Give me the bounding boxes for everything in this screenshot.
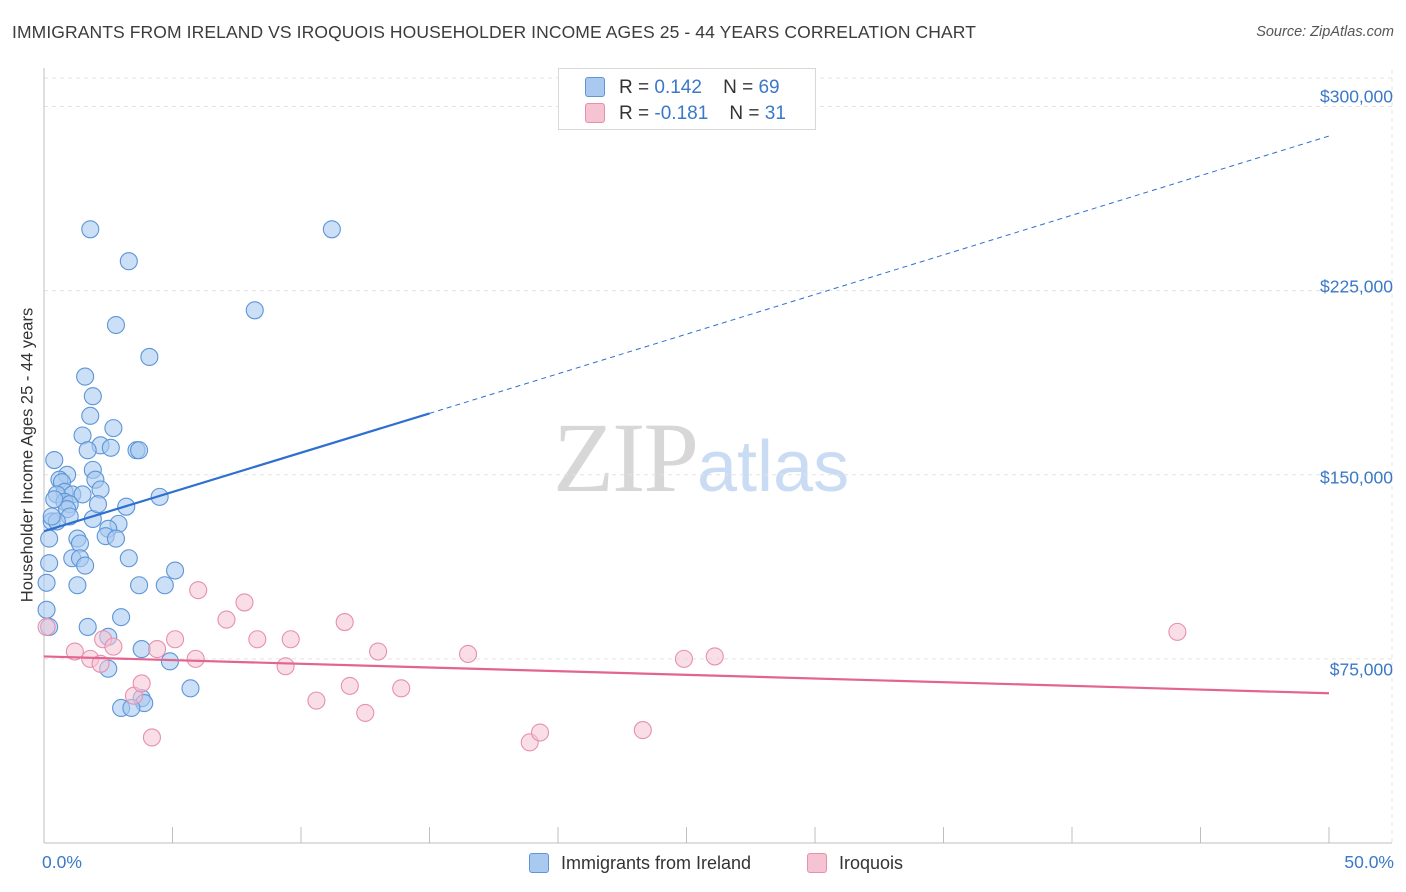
ireland-point: [112, 608, 131, 627]
legend-n-value: 31: [764, 103, 786, 124]
ireland-point: [40, 554, 59, 573]
legend-r-label: R =: [619, 103, 650, 124]
ireland-point: [81, 406, 100, 425]
legend-r-value: -0.181: [654, 103, 709, 124]
iroquois-point: [674, 649, 693, 668]
ireland-point: [91, 480, 110, 499]
ireland-point: [83, 387, 102, 406]
ireland-point: [81, 220, 100, 239]
ireland-point: [130, 441, 149, 460]
ireland-point: [45, 490, 64, 509]
legend-n-value: 69: [758, 77, 780, 98]
iroquois-point: [281, 630, 300, 649]
iroquois-point: [392, 679, 411, 698]
iroquois-point: [166, 630, 185, 649]
legend-n-label: N =: [729, 103, 760, 124]
iroquois-point: [705, 647, 724, 666]
ireland-point: [130, 576, 149, 595]
iroquois-point: [369, 642, 388, 661]
ireland-point: [42, 507, 61, 526]
x-tick-label-max: 50.0%: [1344, 852, 1394, 872]
legend-series-name: Iroquois: [839, 853, 904, 873]
ireland-point: [76, 556, 95, 575]
ireland-point: [140, 347, 159, 366]
ireland-point: [119, 252, 138, 271]
iroquois-point: [335, 613, 354, 632]
iroquois-trend-line: [43, 655, 1330, 695]
legend-r-value: 0.142: [654, 77, 702, 98]
bottom-legend-iroquois: Iroquois: [807, 853, 903, 874]
ireland-point: [40, 529, 59, 548]
iroquois-point: [65, 642, 84, 661]
ireland-point: [78, 617, 97, 637]
ireland-point: [76, 367, 95, 386]
ireland-point: [45, 450, 64, 470]
iroquois-point: [307, 691, 326, 710]
iroquois-point: [633, 721, 652, 740]
iroquois-point: [458, 644, 478, 664]
source-label: Source: ZipAtlas.com: [1256, 24, 1394, 40]
bottom-legend-ireland: Immigrants from Ireland: [529, 853, 751, 874]
ireland-point: [160, 652, 179, 671]
iroquois-point: [132, 674, 151, 693]
watermark-zip: ZIP: [553, 402, 699, 513]
y-tick-label: $150,000: [1320, 467, 1393, 488]
legend-n-label: N =: [723, 77, 754, 98]
ireland-point: [181, 679, 200, 698]
ireland-point: [68, 576, 87, 595]
iroquois-point: [530, 723, 550, 742]
iroquois-point: [340, 676, 359, 695]
x-tick-label-min: 0.0%: [42, 852, 82, 872]
chart-title: IMMIGRANTS FROM IRELAND VS IROQUOIS HOUS…: [12, 22, 976, 42]
ireland-point: [106, 529, 126, 548]
y-tick-label: $75,000: [1329, 659, 1393, 680]
ireland-point: [37, 573, 56, 592]
iroquois-point: [148, 640, 167, 659]
ireland-point: [88, 495, 108, 514]
ireland-point: [104, 419, 123, 438]
ireland-point: [166, 561, 185, 580]
legend-swatch-pink: [585, 103, 605, 123]
ireland-point: [37, 600, 56, 619]
watermark-atlas: atlas: [697, 427, 850, 507]
ireland-point: [119, 549, 138, 568]
legend-swatch-blue: [585, 77, 605, 97]
ireland-trend-line: [43, 412, 430, 533]
iroquois-point: [356, 703, 375, 722]
iroquois-point: [1168, 622, 1187, 641]
y-tick-label: $225,000: [1320, 276, 1393, 297]
y-axis-label: Householder Income Ages 25 - 44 years: [18, 307, 37, 603]
iroquois-point: [217, 610, 236, 629]
ireland-point: [106, 315, 126, 335]
ireland-point: [78, 441, 97, 460]
ireland-point: [245, 301, 264, 320]
correlation-legend: R = 0.142 N = 69 R = -0.181 N = 31: [558, 68, 816, 130]
ireland-point: [73, 485, 92, 504]
y-tick-label: $300,000: [1320, 86, 1393, 107]
iroquois-point: [37, 617, 56, 637]
legend-swatch-blue: [529, 853, 549, 873]
iroquois-point: [235, 593, 254, 612]
iroquois-point: [186, 649, 205, 668]
iroquois-point: [91, 654, 110, 673]
ireland-point: [101, 438, 120, 457]
iroquois-point: [142, 728, 161, 747]
iroquois-point: [248, 630, 267, 649]
iroquois-point: [189, 581, 208, 600]
ireland-point: [155, 576, 174, 595]
legend-series-name: Immigrants from Ireland: [561, 853, 752, 873]
iroquois-point: [276, 657, 295, 676]
watermark: ZIPatlas: [553, 400, 849, 515]
legend-swatch-pink: [807, 853, 827, 873]
iroquois-point: [104, 637, 123, 656]
ireland-point: [132, 640, 151, 659]
legend-r-label: R =: [619, 77, 650, 98]
ireland-point: [322, 220, 341, 239]
ireland-trend-extension: [429, 135, 1330, 414]
